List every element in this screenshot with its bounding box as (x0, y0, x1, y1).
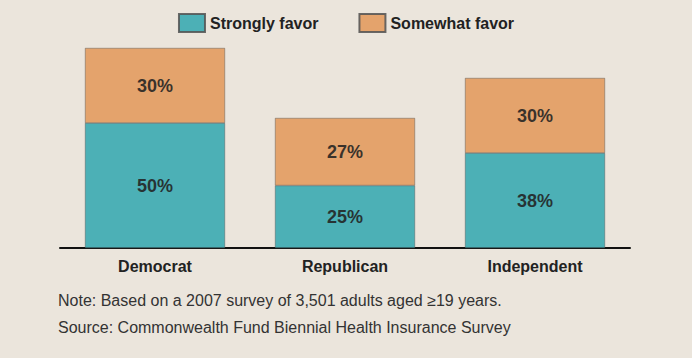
svg-text:27%: 27% (327, 142, 363, 162)
svg-text:38%: 38% (517, 191, 553, 211)
svg-text:50%: 50% (137, 176, 173, 196)
svg-text:30%: 30% (137, 76, 173, 96)
svg-text:30%: 30% (517, 106, 553, 126)
svg-text:Somewhat favor: Somewhat favor (390, 15, 514, 32)
svg-text:Strongly favor: Strongly favor (210, 15, 318, 32)
svg-text:25%: 25% (327, 207, 363, 227)
svg-text:Note: Based on a 2007 survey o: Note: Based on a 2007 survey of 3,501 ad… (58, 292, 502, 309)
svg-text:Republican: Republican (302, 258, 388, 275)
svg-text:Source: Commonwealth Fund Bien: Source: Commonwealth Fund Biennial Healt… (58, 319, 511, 336)
svg-text:Democrat: Democrat (118, 258, 192, 275)
svg-text:Independent: Independent (487, 258, 583, 275)
